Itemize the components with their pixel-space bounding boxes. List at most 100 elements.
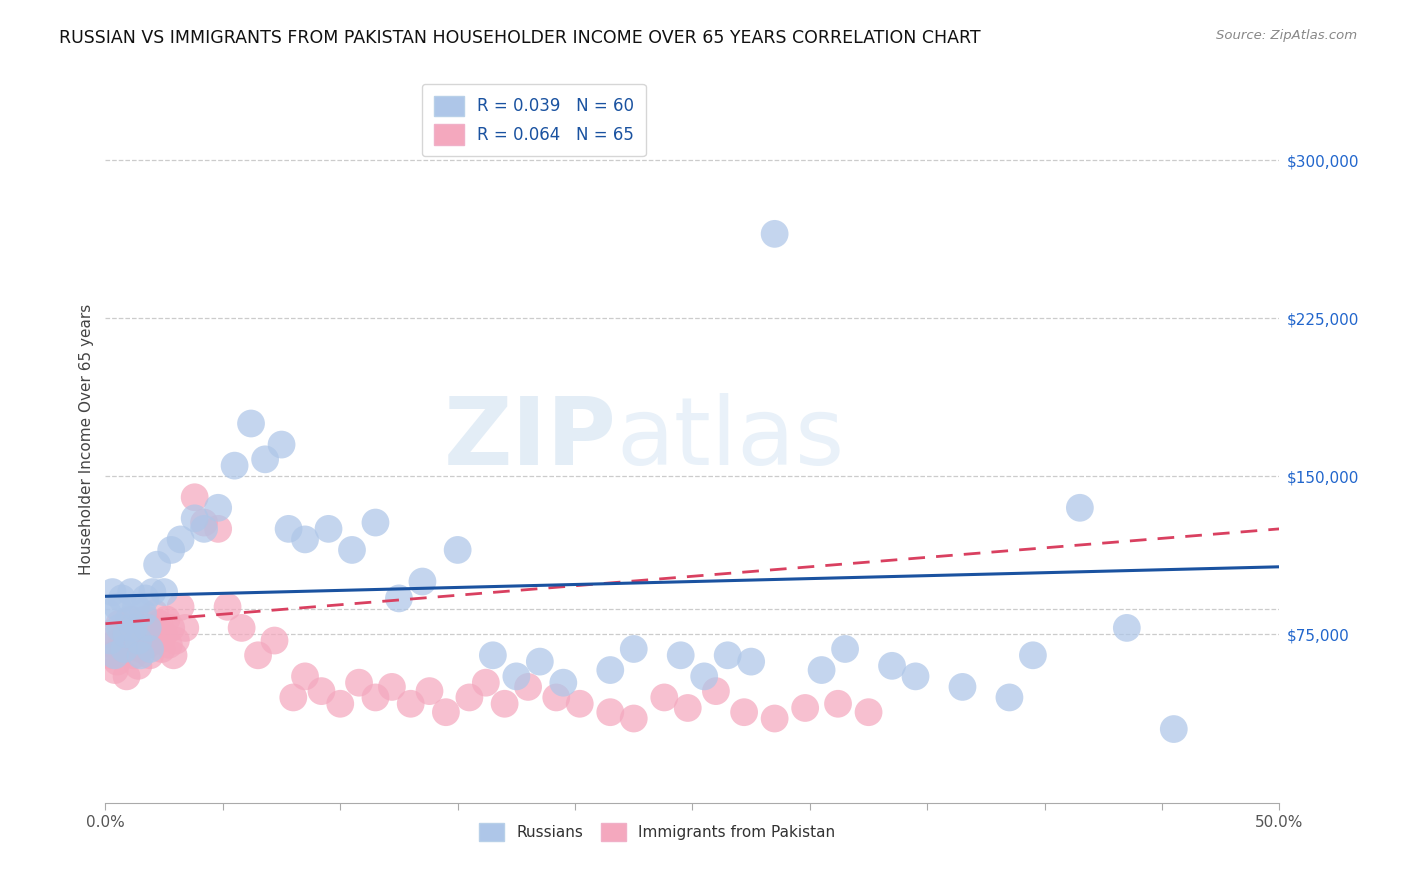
Point [294, 669, 316, 683]
Point [108, 621, 131, 635]
Point [827, 697, 849, 711]
Point [153, 627, 176, 641]
Point [652, 690, 675, 705]
Point [193, 516, 215, 530]
Point [146, 558, 169, 572]
Point [169, 533, 191, 547]
Point [122, 621, 145, 635]
Point [125, 633, 148, 648]
Point [105, 599, 128, 614]
Point [529, 655, 551, 669]
Point [141, 621, 163, 635]
Point [340, 543, 363, 558]
Point [134, 612, 156, 626]
Point [139, 642, 162, 657]
Point [101, 638, 124, 652]
Point [134, 591, 156, 606]
Point [143, 606, 166, 620]
Point [794, 701, 817, 715]
Point [129, 642, 152, 657]
Point [150, 642, 173, 657]
Point [118, 627, 141, 641]
Point [676, 701, 699, 715]
Point [115, 627, 138, 641]
Point [458, 690, 481, 705]
Point [475, 675, 498, 690]
Point [136, 638, 159, 652]
Y-axis label: Householder Income Over 65 years: Householder Income Over 65 years [79, 303, 94, 575]
Point [263, 633, 285, 648]
Point [127, 633, 149, 648]
Point [240, 417, 263, 431]
Point [120, 612, 142, 626]
Point [183, 511, 205, 525]
Point [112, 642, 135, 657]
Point [207, 500, 229, 515]
Point [165, 633, 187, 648]
Point [599, 705, 621, 719]
Point [998, 690, 1021, 705]
Point [1069, 500, 1091, 515]
Point [434, 705, 457, 719]
Legend: Russians, Immigrants from Pakistan: Russians, Immigrants from Pakistan [474, 817, 841, 847]
Point [733, 705, 755, 719]
Point [129, 648, 152, 663]
Point [193, 522, 215, 536]
Point [162, 648, 184, 663]
Point [447, 543, 470, 558]
Point [127, 658, 149, 673]
Point [254, 452, 277, 467]
Text: atlas: atlas [616, 393, 845, 485]
Point [364, 516, 387, 530]
Point [115, 669, 138, 683]
Point [174, 621, 197, 635]
Point [157, 638, 180, 652]
Point [112, 642, 135, 657]
Point [763, 712, 786, 726]
Point [704, 684, 727, 698]
Point [97, 606, 120, 620]
Point [858, 705, 880, 719]
Point [146, 633, 169, 648]
Point [411, 574, 433, 589]
Point [231, 621, 253, 635]
Text: Source: ZipAtlas.com: Source: ZipAtlas.com [1216, 29, 1357, 42]
Point [904, 669, 927, 683]
Point [347, 675, 370, 690]
Point [108, 616, 131, 631]
Point [381, 680, 404, 694]
Point [517, 680, 540, 694]
Point [693, 669, 716, 683]
Point [111, 591, 134, 606]
Point [207, 522, 229, 536]
Point [364, 690, 387, 705]
Point [669, 648, 692, 663]
Point [311, 684, 333, 698]
Text: ZIP: ZIP [443, 393, 616, 485]
Point [1022, 648, 1045, 663]
Point [952, 680, 974, 694]
Point [125, 599, 148, 614]
Point [388, 591, 411, 606]
Point [599, 663, 621, 677]
Point [880, 658, 903, 673]
Point [834, 642, 856, 657]
Point [1115, 621, 1137, 635]
Point [111, 633, 134, 648]
Point [810, 663, 832, 677]
Point [494, 697, 516, 711]
Point [105, 655, 128, 669]
Point [623, 712, 645, 726]
Point [717, 648, 740, 663]
Point [482, 648, 505, 663]
Point [98, 633, 121, 648]
Point [270, 437, 292, 451]
Point [132, 606, 155, 620]
Point [763, 227, 786, 241]
Point [224, 458, 246, 473]
Point [277, 522, 299, 536]
Point [568, 697, 591, 711]
Point [318, 522, 340, 536]
Point [553, 675, 575, 690]
Point [183, 490, 205, 504]
